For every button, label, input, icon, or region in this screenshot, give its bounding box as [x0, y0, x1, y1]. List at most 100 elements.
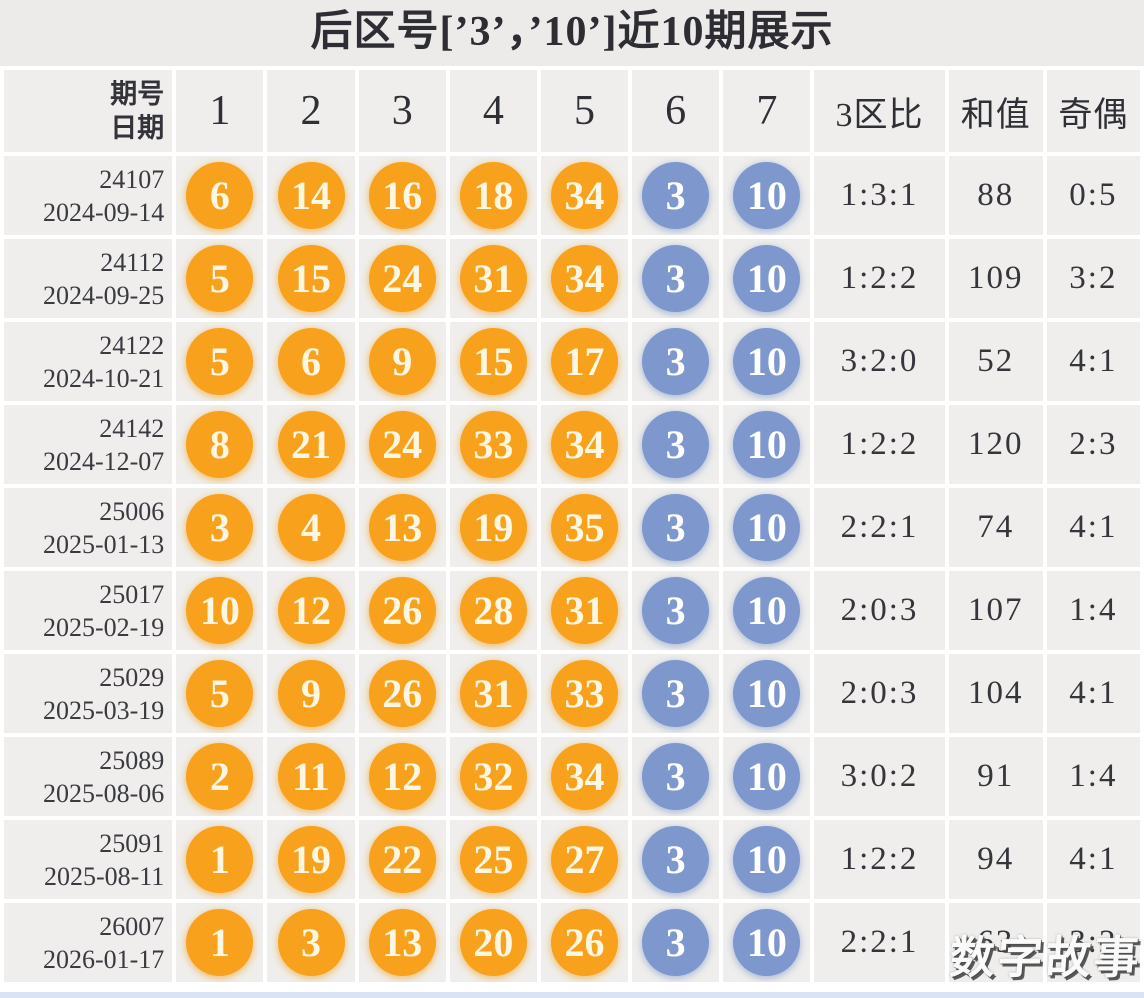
- draw-date: 2024-09-25: [42, 280, 165, 310]
- front-ball: 26: [368, 660, 436, 727]
- front-ball: 13: [368, 909, 436, 976]
- zone-ratio-value: 1:2:2: [814, 405, 945, 484]
- front-ball: 24: [368, 245, 436, 312]
- back-ball: 3: [642, 494, 710, 561]
- front-ball: 12: [368, 743, 436, 810]
- zone-ratio-value: 3:2:0: [814, 322, 945, 401]
- zone-ratio-value: 2:2:1: [814, 488, 945, 567]
- column-header-sum: 和值: [948, 70, 1043, 152]
- front-ball: 21: [277, 411, 345, 478]
- odd-even-value: 3:2: [1046, 239, 1140, 318]
- odd-even-value: 4:1: [1046, 322, 1140, 401]
- odd-even-value: 1:4: [1046, 737, 1140, 816]
- period-number: 25017: [99, 579, 165, 609]
- front-ball: 8: [186, 411, 254, 478]
- sum-value: 52: [948, 322, 1043, 401]
- front-ball: 27: [551, 826, 618, 893]
- sum-value: 88: [948, 156, 1043, 235]
- back-ball: 3: [642, 577, 710, 644]
- period-number: 25029: [99, 662, 165, 692]
- column-header-zone-ratio: 3区比: [814, 70, 945, 152]
- odd-even-value: 2:3: [1046, 405, 1140, 484]
- period-number: 25089: [99, 745, 165, 775]
- front-ball: 20: [459, 909, 527, 976]
- front-ball: 15: [277, 245, 345, 312]
- draw-date: 2026-01-17: [42, 944, 165, 974]
- back-ball: 10: [733, 494, 801, 561]
- column-header-ball-4: 4: [449, 70, 537, 152]
- front-ball: 31: [459, 660, 527, 727]
- back-ball: 10: [733, 162, 801, 229]
- watermark-text: 数字故事: [947, 932, 1144, 983]
- front-ball: 17: [551, 328, 618, 395]
- back-ball: 10: [733, 328, 801, 395]
- column-header-ball-2: 2: [267, 70, 355, 152]
- front-ball: 26: [551, 909, 618, 976]
- odd-even-value: 3:2: [1046, 903, 1140, 982]
- front-ball: 34: [551, 162, 618, 229]
- odd-even-value: 4:1: [1046, 654, 1140, 733]
- period-number: 24122: [99, 330, 165, 360]
- table-row: 24122 2024-10-21 5 6 9 15 17 3 10 3:2:0 5…: [4, 322, 1140, 401]
- odd-even-value: 4:1: [1046, 488, 1140, 567]
- draw-date: 2024-10-21: [42, 363, 165, 393]
- back-ball: 10: [733, 743, 801, 810]
- front-ball: 28: [459, 577, 527, 644]
- back-ball: 3: [642, 328, 710, 395]
- front-ball: 31: [459, 245, 527, 312]
- front-ball: 1: [186, 826, 254, 893]
- back-ball: 3: [642, 909, 710, 976]
- period-date-cell: 24122 2024-10-21: [4, 322, 173, 401]
- front-ball: 6: [186, 162, 254, 229]
- back-ball: 3: [642, 826, 710, 893]
- odd-even-value: 1:4: [1046, 571, 1140, 650]
- next-row-edge: [0, 992, 1144, 998]
- period-date-cell: 25089 2025-08-06: [4, 737, 173, 816]
- period-number: 24142: [99, 413, 165, 443]
- table-row: 26007 2026-01-17 1 3 13 20 26 3 10 2:2:1 …: [4, 903, 1140, 982]
- page-title: 后区号[’3’，’10’]近10期展示: [0, 0, 1144, 66]
- table-row: 25006 2025-01-13 3 4 13 19 35 3 10 2:2:1 …: [4, 488, 1140, 567]
- front-ball: 19: [459, 494, 527, 561]
- draw-date: 2025-08-11: [43, 861, 165, 891]
- front-ball: 5: [186, 328, 254, 395]
- table-row: 25017 2025-02-19 10 12 26 28 31 3 10 2:0:…: [4, 571, 1140, 650]
- back-ball: 3: [642, 743, 710, 810]
- front-ball: 3: [277, 909, 345, 976]
- period-date-cell: 25091 2025-08-11: [4, 820, 173, 899]
- period-date-cell: 24107 2024-09-14: [4, 156, 173, 235]
- front-ball: 19: [277, 826, 345, 893]
- front-ball: 16: [368, 162, 436, 229]
- back-ball: 10: [733, 909, 801, 976]
- back-ball: 3: [642, 411, 710, 478]
- front-ball: 9: [277, 660, 345, 727]
- back-ball: 3: [642, 245, 710, 312]
- front-ball: 4: [277, 494, 345, 561]
- column-header-ball-5: 5: [540, 70, 629, 152]
- period-date-cell: 25029 2025-03-19: [4, 654, 173, 733]
- front-ball: 24: [368, 411, 436, 478]
- header-row: 期号 日期 1 2 3 4 5 6 7 3区比 和值 奇偶: [4, 70, 1140, 152]
- front-ball: 22: [368, 826, 436, 893]
- front-ball: 2: [186, 743, 254, 810]
- odd-even-value: 4:1: [1046, 820, 1140, 899]
- front-ball: 32: [459, 743, 527, 810]
- back-ball: 3: [642, 660, 710, 727]
- back-ball: 10: [733, 577, 801, 644]
- front-ball: 5: [186, 245, 254, 312]
- draw-date: 2024-09-14: [42, 197, 165, 227]
- zone-ratio-value: 2:2:1: [814, 903, 945, 982]
- front-ball: 33: [459, 411, 527, 478]
- table-row: 24142 2024-12-07 8 21 24 33 34 3 10 1:2:2…: [4, 405, 1140, 484]
- period-date-cell: 24142 2024-12-07: [4, 405, 173, 484]
- front-ball: 13: [368, 494, 436, 561]
- zone-ratio-value: 1:2:2: [814, 239, 945, 318]
- column-header-ball-7: 7: [723, 70, 811, 152]
- front-ball: 34: [551, 245, 618, 312]
- draw-date: 2024-12-07: [42, 446, 165, 476]
- back-ball: 10: [733, 245, 801, 312]
- draw-date: 2025-02-19: [42, 612, 165, 642]
- sum-value: 94: [948, 820, 1043, 899]
- date-header-label: 日期: [110, 113, 165, 143]
- column-header-odd-even: 奇偶: [1046, 70, 1140, 152]
